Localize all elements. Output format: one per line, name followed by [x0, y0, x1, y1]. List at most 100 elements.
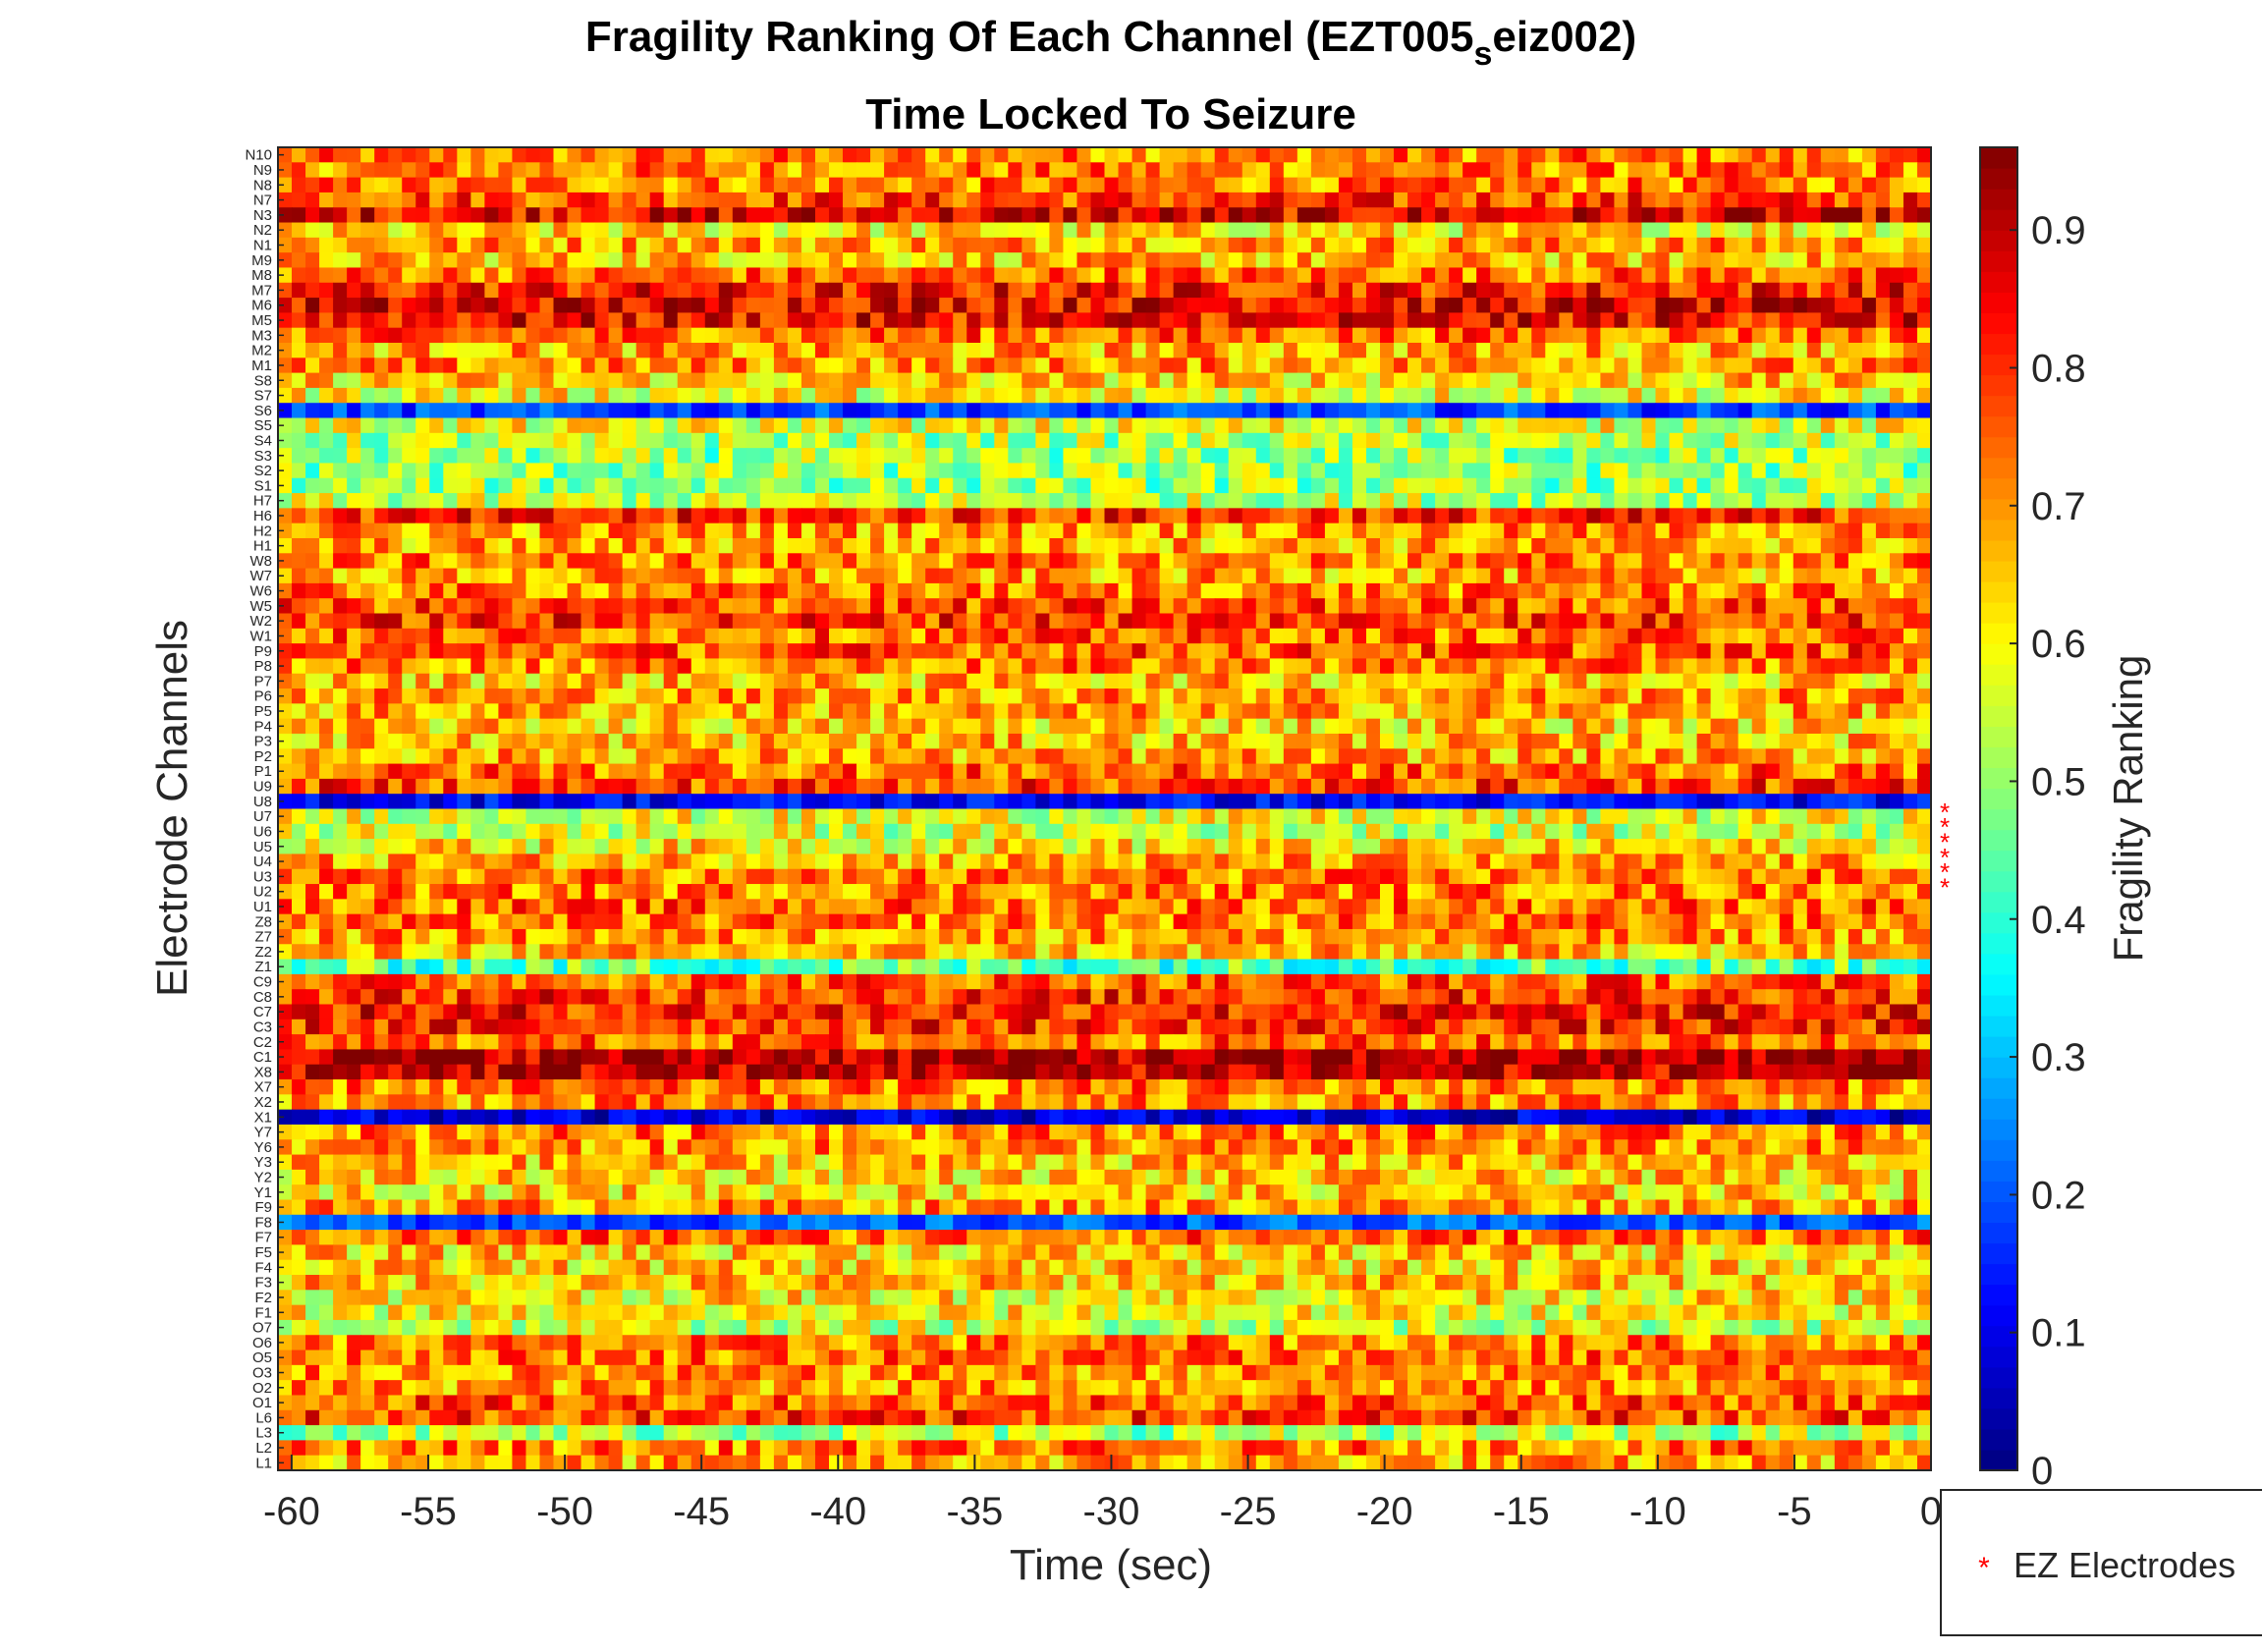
heatmap-cell — [292, 537, 306, 554]
heatmap-cell — [1269, 688, 1285, 704]
heatmap-cell — [1765, 267, 1781, 284]
heatmap-cell — [870, 748, 885, 765]
heatmap-cell — [415, 237, 430, 253]
heatmap-cell — [1696, 598, 1712, 615]
heatmap-cell — [1035, 372, 1051, 389]
heatmap-cell — [1435, 688, 1450, 704]
heatmap-cell — [443, 192, 458, 208]
heatmap-cell — [1531, 282, 1546, 299]
heatmap-cell — [814, 448, 830, 465]
heatmap-cell — [1269, 718, 1285, 735]
heatmap-cell — [939, 327, 954, 344]
heatmap-cell — [1407, 628, 1422, 644]
heatmap-cell — [856, 282, 871, 299]
heatmap-cell — [843, 312, 857, 329]
heatmap-cell — [1049, 748, 1065, 765]
heatmap-cell — [1806, 718, 1822, 735]
heatmap-cell — [1090, 298, 1106, 313]
heatmap-cell — [911, 387, 926, 404]
heatmap-cell — [1655, 207, 1671, 224]
heatmap-cell — [1283, 222, 1298, 239]
heatmap-cell — [843, 748, 857, 765]
heatmap-cell — [1008, 327, 1022, 344]
heatmap-cell — [333, 477, 348, 494]
heatmap-cell — [484, 733, 500, 749]
heatmap-cell — [580, 417, 596, 434]
heatmap-cell — [1628, 147, 1643, 163]
heatmap-cell — [319, 162, 334, 179]
heatmap-cell — [580, 477, 596, 494]
heatmap-cell — [1462, 582, 1477, 599]
heatmap-cell — [1669, 177, 1684, 193]
heatmap-cell — [1586, 432, 1602, 449]
heatmap-cell — [512, 477, 527, 494]
heatmap-cell — [512, 658, 527, 675]
heatmap-cell — [1173, 643, 1188, 660]
heatmap-cell — [759, 493, 775, 509]
heatmap-cell — [608, 537, 624, 554]
heatmap-cell — [292, 493, 306, 509]
heatmap-cell — [374, 222, 389, 239]
heatmap-cell — [704, 147, 720, 163]
heatmap-cell — [1916, 598, 1932, 615]
heatmap-cell — [1600, 312, 1616, 329]
heatmap-cell — [759, 417, 775, 434]
heatmap-cell — [1600, 342, 1616, 358]
heatmap-cell — [1628, 237, 1643, 253]
heatmap-cell — [690, 673, 706, 689]
heatmap-cell — [663, 207, 679, 224]
heatmap-cell — [1049, 493, 1065, 509]
heatmap-cell — [1435, 628, 1450, 644]
heatmap-cell — [1049, 147, 1065, 163]
heatmap-cell — [525, 327, 541, 344]
heatmap-cell — [718, 162, 734, 179]
heatmap-cell — [953, 403, 967, 419]
heatmap-cell — [994, 372, 1009, 389]
heatmap-cell — [1586, 463, 1602, 479]
heatmap-cell — [539, 658, 555, 675]
heatmap-cell — [1063, 192, 1078, 208]
heatmap-cell — [1806, 553, 1822, 570]
heatmap-cell — [1669, 553, 1684, 570]
heatmap-cell — [1655, 162, 1671, 179]
heatmap-cell — [1283, 147, 1298, 163]
heatmap-cell — [1490, 582, 1505, 599]
heatmap-cell — [759, 508, 775, 524]
heatmap-cell — [1572, 718, 1587, 735]
heatmap-cell — [1875, 553, 1891, 570]
heatmap-cell — [1035, 763, 1051, 780]
heatmap-cell — [319, 763, 334, 780]
heatmap-cell — [1738, 537, 1753, 554]
heatmap-cell — [953, 523, 967, 539]
heatmap-cell — [1765, 523, 1781, 539]
heatmap-cell — [512, 312, 527, 329]
heatmap-cell — [1517, 387, 1532, 404]
heatmap-cell — [512, 162, 527, 179]
heatmap-cell — [856, 748, 871, 765]
heatmap-cell — [1365, 252, 1381, 269]
heatmap-cell — [1572, 508, 1587, 524]
heatmap-cell — [347, 628, 361, 644]
heatmap-cell — [1145, 417, 1161, 434]
heatmap-cell — [278, 582, 293, 599]
heatmap-cell — [1916, 372, 1932, 389]
heatmap-cell — [1683, 568, 1698, 584]
heatmap-cell — [415, 252, 430, 269]
heatmap-cell — [1310, 568, 1326, 584]
heatmap-cell — [278, 403, 293, 419]
heatmap-cell — [1683, 613, 1698, 630]
heatmap-cell — [745, 403, 761, 419]
heatmap-cell — [1297, 493, 1312, 509]
heatmap-cell — [994, 688, 1009, 704]
heatmap-cell — [1724, 432, 1739, 449]
heatmap-cell — [1517, 417, 1532, 434]
heatmap-cell — [814, 537, 830, 554]
heatmap-cell — [1035, 327, 1051, 344]
heatmap-cell — [1338, 673, 1353, 689]
heatmap-cell — [402, 463, 416, 479]
heatmap-cell — [347, 537, 361, 554]
heatmap-cell — [1241, 207, 1257, 224]
heatmap-cell — [1793, 598, 1808, 615]
heatmap-cell — [1435, 523, 1450, 539]
heatmap-cell — [870, 417, 885, 434]
